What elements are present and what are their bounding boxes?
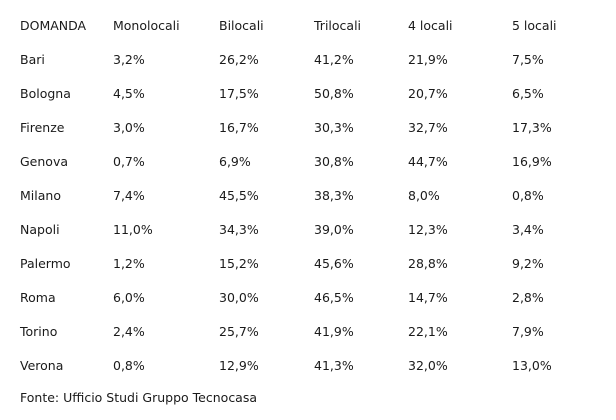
value-cell: 30,8% bbox=[314, 153, 354, 169]
value-cell: 21,9% bbox=[408, 51, 448, 67]
value-cell: 3,0% bbox=[113, 119, 145, 135]
value-cell: 46,5% bbox=[314, 289, 354, 305]
value-cell: 41,3% bbox=[314, 357, 354, 373]
city-cell: Bologna bbox=[20, 85, 71, 101]
city-cell: Napoli bbox=[20, 221, 60, 237]
value-cell: 9,2% bbox=[512, 255, 544, 271]
value-cell: 7,5% bbox=[512, 51, 544, 67]
value-cell: 7,9% bbox=[512, 323, 544, 339]
value-cell: 0,8% bbox=[512, 187, 544, 203]
header-cell: Trilocali bbox=[314, 17, 362, 33]
city-cell: Verona bbox=[20, 357, 64, 373]
value-cell: 39,0% bbox=[314, 221, 354, 237]
city-cell: Palermo bbox=[20, 255, 71, 271]
city-cell: Milano bbox=[20, 187, 61, 203]
table-row: Palermo 1,2% 15,2% 45,6% 28,8% 9,2% bbox=[20, 246, 592, 280]
value-cell: 25,7% bbox=[219, 323, 259, 339]
value-cell: 7,4% bbox=[113, 187, 145, 203]
value-cell: 16,7% bbox=[219, 119, 259, 135]
value-cell: 2,4% bbox=[113, 323, 145, 339]
value-cell: 41,2% bbox=[314, 51, 354, 67]
city-cell: Firenze bbox=[20, 119, 65, 135]
header-cell: Monolocali bbox=[113, 17, 180, 33]
header-cell: 5 locali bbox=[512, 17, 557, 33]
value-cell: 41,9% bbox=[314, 323, 354, 339]
value-cell: 30,3% bbox=[314, 119, 354, 135]
header-cell: 4 locali bbox=[408, 17, 453, 33]
value-cell: 22,1% bbox=[408, 323, 448, 339]
value-cell: 1,2% bbox=[113, 255, 145, 271]
table-row: Roma 6,0% 30,0% 46,5% 14,7% 2,8% bbox=[20, 280, 592, 314]
value-cell: 17,3% bbox=[512, 119, 552, 135]
city-cell: Genova bbox=[20, 153, 69, 169]
value-cell: 45,5% bbox=[219, 187, 259, 203]
value-cell: 6,9% bbox=[219, 153, 251, 169]
value-cell: 20,7% bbox=[408, 85, 448, 101]
value-cell: 30,0% bbox=[219, 289, 259, 305]
source-caption: Fonte: Ufficio Studi Gruppo Tecnocasa bbox=[20, 390, 258, 405]
value-cell: 14,7% bbox=[408, 289, 448, 305]
value-cell: 15,2% bbox=[219, 255, 259, 271]
value-cell: 32,0% bbox=[408, 357, 448, 373]
value-cell: 32,7% bbox=[408, 119, 448, 135]
value-cell: 17,5% bbox=[219, 85, 259, 101]
value-cell: 45,6% bbox=[314, 255, 354, 271]
value-cell: 6,0% bbox=[113, 289, 145, 305]
table-row: Torino 2,4% 25,7% 41,9% 22,1% 7,9% bbox=[20, 314, 592, 348]
value-cell: 3,4% bbox=[512, 221, 544, 237]
city-cell: Roma bbox=[20, 289, 56, 305]
value-cell: 28,8% bbox=[408, 255, 448, 271]
value-cell: 11,0% bbox=[113, 221, 153, 237]
value-cell: 26,2% bbox=[219, 51, 259, 67]
value-cell: 16,9% bbox=[512, 153, 552, 169]
table-row: Milano 7,4% 45,5% 38,3% 8,0% 0,8% bbox=[20, 178, 592, 212]
value-cell: 4,5% bbox=[113, 85, 145, 101]
table-row: Genova 0,7% 6,9% 30,8% 44,7% 16,9% bbox=[20, 144, 592, 178]
value-cell: 12,9% bbox=[219, 357, 259, 373]
table-row: Verona 0,8% 12,9% 41,3% 32,0% 13,0% bbox=[20, 348, 592, 382]
table-row: Bari 3,2% 26,2% 41,2% 21,9% 7,5% bbox=[20, 42, 592, 76]
value-cell: 6,5% bbox=[512, 85, 544, 101]
value-cell: 0,7% bbox=[113, 153, 145, 169]
value-cell: 44,7% bbox=[408, 153, 448, 169]
value-cell: 8,0% bbox=[408, 187, 440, 203]
city-cell: Bari bbox=[20, 51, 45, 67]
demand-table: DOMANDA Monolocali Bilocali Trilocali 4 … bbox=[20, 8, 592, 382]
table-header-row: DOMANDA Monolocali Bilocali Trilocali 4 … bbox=[20, 8, 592, 42]
city-cell: Torino bbox=[20, 323, 58, 339]
table-row: Bologna 4,5% 17,5% 50,8% 20,7% 6,5% bbox=[20, 76, 592, 110]
table-row: Napoli 11,0% 34,3% 39,0% 12,3% 3,4% bbox=[20, 212, 592, 246]
header-cell: DOMANDA bbox=[20, 17, 87, 33]
value-cell: 3,2% bbox=[113, 51, 145, 67]
table-row: Firenze 3,0% 16,7% 30,3% 32,7% 17,3% bbox=[20, 110, 592, 144]
value-cell: 34,3% bbox=[219, 221, 259, 237]
value-cell: 12,3% bbox=[408, 221, 448, 237]
value-cell: 13,0% bbox=[512, 357, 552, 373]
value-cell: 0,8% bbox=[113, 357, 145, 373]
value-cell: 50,8% bbox=[314, 85, 354, 101]
value-cell: 38,3% bbox=[314, 187, 354, 203]
header-cell: Bilocali bbox=[219, 17, 264, 33]
value-cell: 2,8% bbox=[512, 289, 544, 305]
